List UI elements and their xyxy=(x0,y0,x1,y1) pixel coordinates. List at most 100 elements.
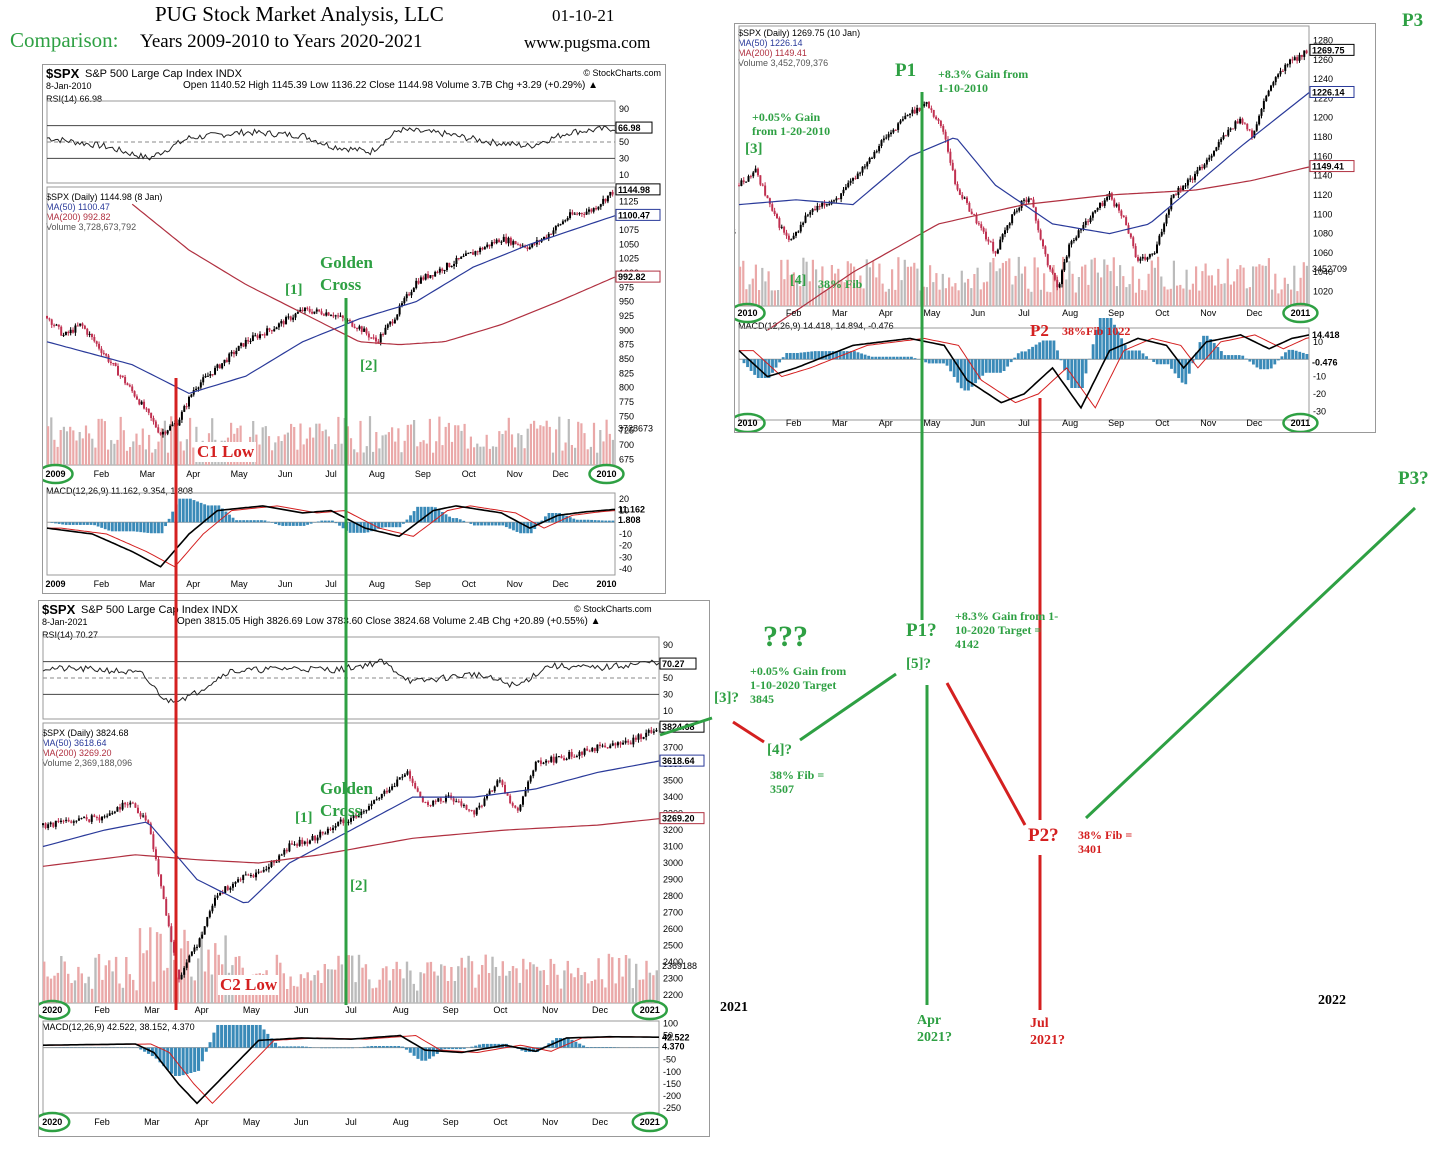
candle-body xyxy=(474,251,477,255)
volume-bar xyxy=(1008,258,1011,306)
candle-body xyxy=(203,926,206,935)
candle-body xyxy=(244,339,247,347)
candle-body xyxy=(565,758,568,760)
macd-hist xyxy=(458,519,462,523)
volume-bar xyxy=(192,447,195,465)
volume-bar xyxy=(655,970,658,1003)
candle-body xyxy=(1213,150,1215,156)
candle-body xyxy=(100,348,103,353)
candle-body xyxy=(1146,257,1149,260)
x-tick: Feb xyxy=(786,308,802,318)
volume-bar xyxy=(1134,292,1137,306)
macd-hist xyxy=(370,1045,374,1048)
candle-body xyxy=(180,974,183,980)
candle-body xyxy=(410,291,413,296)
macd-hist xyxy=(210,505,214,523)
macd-label: MACD(12,26,9) 42.522, 38.152, 4.370 xyxy=(42,1022,195,1032)
macd-hist xyxy=(870,356,874,360)
candle-body xyxy=(280,854,283,856)
volume-bar xyxy=(587,983,590,1003)
candle-body xyxy=(226,886,229,890)
candle-body xyxy=(136,807,139,814)
volume-bar xyxy=(1074,292,1077,306)
volume-bar xyxy=(457,966,460,1003)
volume-bar xyxy=(141,428,144,465)
volume-bar xyxy=(444,426,447,465)
volume-bar xyxy=(416,990,419,1003)
macd-hist xyxy=(462,1047,466,1049)
macd-x-tick: 2010 xyxy=(596,579,616,589)
candle-body xyxy=(356,328,359,330)
year-circle xyxy=(39,1111,71,1133)
price-tick: 675 xyxy=(619,454,634,464)
volume-bar xyxy=(1100,277,1103,306)
candle-body xyxy=(401,776,404,778)
volume-bar xyxy=(599,430,602,465)
volume-bar xyxy=(381,435,384,465)
volume-bar xyxy=(69,426,72,465)
volume-bar xyxy=(566,960,569,1003)
candle-body xyxy=(370,337,373,339)
macd-hist xyxy=(64,522,68,525)
candle-body xyxy=(504,784,506,794)
candle-body xyxy=(977,223,980,225)
volume-bar xyxy=(555,429,558,465)
p3-label: P3 xyxy=(1402,10,1424,31)
x-tick: Jul xyxy=(345,1005,357,1015)
macd-hist xyxy=(158,1047,162,1063)
macd-hist xyxy=(239,1024,243,1048)
macd-hist xyxy=(443,1047,447,1050)
volume-bar xyxy=(648,972,652,1003)
candle-body xyxy=(557,756,560,758)
volume-bar xyxy=(1166,289,1169,306)
candle-body xyxy=(642,737,645,739)
candle-body xyxy=(98,343,101,349)
candle-body xyxy=(224,886,227,894)
volume-bar xyxy=(166,452,170,465)
macd-hist xyxy=(1138,350,1141,360)
volume-label: Volume 3,728,673,792 xyxy=(46,222,137,232)
volume-bar xyxy=(119,416,122,465)
macd-hist xyxy=(742,359,746,364)
macd-hist xyxy=(331,1047,335,1049)
volume-bar xyxy=(1020,273,1023,306)
macd-hist xyxy=(1162,359,1166,365)
candle-body xyxy=(759,175,762,185)
candle-body xyxy=(1006,225,1009,231)
candle-body xyxy=(267,866,270,870)
macd-hist xyxy=(167,518,171,523)
candle-body xyxy=(1141,256,1144,259)
candle-body xyxy=(424,801,427,803)
rsi-tick: 50 xyxy=(663,673,673,683)
candle-body xyxy=(416,788,419,792)
macd-hist xyxy=(885,356,888,360)
macd-hist xyxy=(327,1047,331,1049)
candle-body xyxy=(1300,54,1303,57)
candle-body xyxy=(1039,230,1042,240)
candle-body xyxy=(498,780,501,782)
macd-hist xyxy=(590,519,593,523)
candle-body xyxy=(173,423,176,425)
price-tick: 2800 xyxy=(663,891,683,901)
candle-body xyxy=(60,326,63,336)
volume-bar xyxy=(532,964,535,1003)
price-label: $SPX (Daily) 3824.68 xyxy=(42,728,129,738)
macd-hist xyxy=(1301,352,1305,360)
macd-hist xyxy=(277,522,281,526)
candle-body xyxy=(1248,129,1251,131)
volume-bar xyxy=(617,958,621,1003)
macd-hist xyxy=(293,1046,297,1048)
volume-bar xyxy=(897,257,900,306)
volume-bar xyxy=(827,284,830,306)
volume-bar xyxy=(830,265,833,306)
volume-bar xyxy=(302,444,305,465)
volume-bar xyxy=(395,961,398,1003)
proj-p2-fib: 38% Fib = 3401 xyxy=(1078,828,1133,856)
candle-body xyxy=(138,399,141,405)
macd-tag1: 42.522 xyxy=(662,1032,690,1042)
website[interactable]: www.pugsma.com xyxy=(524,33,651,52)
macd-hist xyxy=(185,498,189,523)
volume-bar xyxy=(767,271,770,306)
macd-x-tick: Oct xyxy=(493,1117,508,1127)
macd-hist xyxy=(100,522,104,528)
